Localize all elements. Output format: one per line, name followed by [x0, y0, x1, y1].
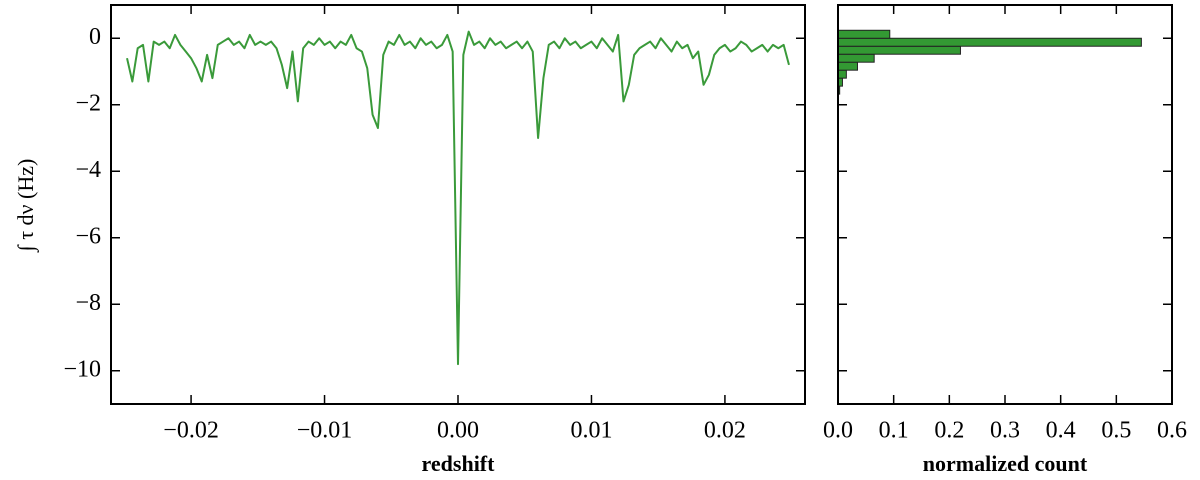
x-tick-label: 0.00 [437, 418, 479, 444]
y-tick-label: −8 [75, 290, 101, 316]
x-tick-label: 0.0 [823, 418, 853, 444]
x-axis-label: normalized count [923, 451, 1088, 476]
x-tick-label: −0.02 [163, 418, 219, 444]
x-tick-label: 0.01 [570, 418, 612, 444]
x-tick-label: 0.02 [704, 418, 746, 444]
x-tick-label: 0.4 [1046, 418, 1076, 444]
x-tick-label: 0.3 [990, 418, 1020, 444]
x-axis-label: redshift [422, 451, 496, 476]
histogram-bar [838, 29, 891, 39]
y-axis-label: ∫ τ dν (Hz) [13, 159, 39, 254]
histogram-bar [838, 53, 875, 63]
x-tick-label: 0.1 [879, 418, 909, 444]
data-line [126, 30, 790, 366]
y-tick-label: −6 [75, 223, 101, 249]
plot-frame [837, 4, 1173, 405]
y-tick-label: 0 [89, 24, 101, 50]
x-tick-label: −0.01 [297, 418, 353, 444]
histogram-bar [838, 61, 858, 71]
histogram-bar [838, 69, 847, 79]
histogram-bar [838, 45, 961, 55]
y-tick-label: −2 [75, 90, 101, 116]
histogram-bar [838, 37, 1142, 47]
y-tick-label: −10 [63, 356, 101, 382]
y-tick-label: −4 [75, 157, 101, 183]
x-tick-label: 0.2 [934, 418, 964, 444]
x-tick-label: 0.5 [1101, 418, 1131, 444]
x-tick-label: 0.6 [1157, 418, 1187, 444]
plot-frame [110, 4, 806, 405]
